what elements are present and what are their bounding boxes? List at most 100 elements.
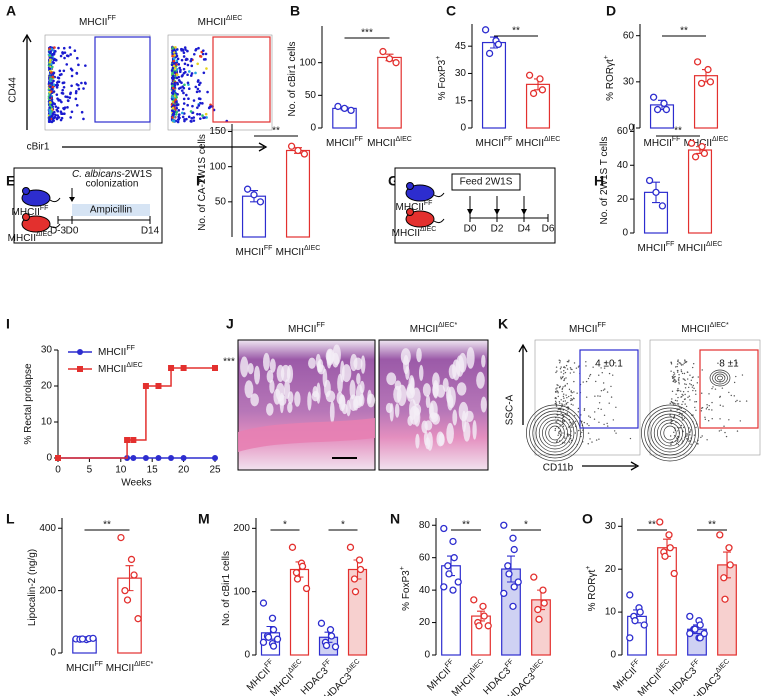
flow-event bbox=[674, 379, 676, 381]
x-tick-label-part: ΔIEC bbox=[287, 658, 304, 675]
flow-event bbox=[574, 432, 577, 434]
flow-event bbox=[84, 64, 87, 67]
plot-title: MHCIIFF bbox=[79, 15, 116, 27]
flow-event bbox=[572, 404, 574, 406]
flow-event bbox=[677, 369, 679, 372]
flow-event bbox=[693, 434, 696, 436]
data-point bbox=[696, 634, 704, 642]
mouse-body bbox=[405, 184, 435, 202]
data-point bbox=[538, 86, 547, 94]
crypt bbox=[331, 352, 340, 368]
data-point bbox=[721, 595, 729, 603]
flow-event bbox=[684, 379, 686, 382]
flow-event bbox=[676, 403, 679, 405]
data-point bbox=[302, 584, 311, 593]
flow-event bbox=[555, 405, 558, 407]
crypt bbox=[452, 409, 458, 426]
flow-event bbox=[562, 373, 565, 375]
panel-letter: N bbox=[390, 511, 400, 527]
flow-event bbox=[554, 390, 557, 393]
error-bar bbox=[507, 555, 515, 583]
flow-event bbox=[48, 47, 51, 51]
x-tick-label: MHCIIΔIEC bbox=[367, 136, 412, 148]
y-tick-label: 80 bbox=[419, 520, 431, 531]
flow-event bbox=[598, 438, 600, 440]
flow-event bbox=[700, 410, 703, 412]
flow-event bbox=[68, 96, 72, 99]
step-line bbox=[133, 386, 147, 441]
x-tick-label-part: ΔIEC* bbox=[134, 661, 153, 668]
y-axis-label: CD44 bbox=[8, 77, 19, 103]
flow-event bbox=[554, 400, 557, 403]
flow-event bbox=[676, 400, 678, 402]
data-point bbox=[652, 188, 660, 197]
y-tick-label: 20 bbox=[605, 564, 617, 575]
data-point bbox=[726, 561, 734, 569]
flow-event bbox=[688, 386, 690, 389]
flow-event bbox=[685, 383, 687, 386]
flow-event bbox=[205, 67, 208, 70]
data-point bbox=[300, 150, 309, 158]
plot-title-part: FF bbox=[597, 322, 606, 329]
data-point bbox=[535, 615, 543, 623]
flow-event bbox=[181, 111, 184, 115]
flow-event bbox=[695, 426, 697, 429]
flow-event bbox=[180, 58, 184, 62]
x-tick-label: MHCIIΔIEC bbox=[678, 241, 723, 253]
flow-event bbox=[62, 81, 66, 84]
flow-event bbox=[677, 378, 680, 380]
flow-event bbox=[556, 370, 558, 372]
flow-event bbox=[55, 108, 59, 112]
flow-event bbox=[597, 395, 599, 397]
flow-event bbox=[48, 60, 52, 64]
data-point bbox=[658, 202, 667, 210]
flow-event bbox=[77, 63, 80, 67]
x-axis-label: CD11b bbox=[543, 463, 574, 474]
crypt bbox=[386, 372, 397, 386]
flow-event bbox=[60, 112, 63, 116]
data-point bbox=[269, 642, 278, 650]
flow-event bbox=[578, 429, 580, 432]
mouse-tail bbox=[49, 223, 61, 229]
data-point bbox=[509, 602, 517, 610]
data-point bbox=[691, 625, 699, 633]
gate-label: 8 ±1 bbox=[719, 359, 739, 370]
flow-event bbox=[182, 71, 186, 75]
x-tick-label-part: FF bbox=[94, 661, 103, 668]
flow-event bbox=[684, 403, 686, 405]
flow-event bbox=[700, 436, 702, 439]
crypt bbox=[349, 379, 356, 400]
gate-label: 4 ±0.1 bbox=[595, 359, 623, 370]
flow-event bbox=[682, 401, 684, 403]
flow-event bbox=[568, 434, 571, 436]
data-point bbox=[687, 139, 696, 147]
muscle-layer bbox=[238, 418, 375, 452]
contour bbox=[647, 410, 693, 456]
flow-event bbox=[594, 395, 596, 397]
flow-event bbox=[692, 384, 694, 387]
flow-event bbox=[580, 435, 582, 438]
flow-event bbox=[57, 80, 61, 84]
crypt bbox=[421, 420, 428, 434]
flow-event bbox=[700, 407, 703, 409]
flow-event bbox=[684, 359, 686, 361]
crypt bbox=[458, 352, 467, 373]
flow-event bbox=[57, 76, 61, 80]
flow-event bbox=[588, 415, 590, 417]
crypt bbox=[422, 383, 431, 397]
flow-event bbox=[51, 53, 54, 57]
flow-event bbox=[177, 115, 180, 119]
data-point bbox=[340, 104, 349, 113]
contour bbox=[641, 404, 699, 462]
flow-event bbox=[589, 416, 591, 418]
flow-event bbox=[48, 118, 51, 121]
y-tick-label: 100 bbox=[209, 161, 226, 172]
flow-event bbox=[682, 378, 684, 380]
flow-event bbox=[670, 361, 672, 363]
data-point bbox=[640, 621, 648, 629]
y-axis-label: SSC-A bbox=[505, 394, 516, 425]
marker bbox=[168, 365, 175, 371]
x-tick-label: MHCIIFF bbox=[476, 136, 513, 148]
flow-event bbox=[62, 107, 66, 111]
x-tick-label-part: ΔIEC bbox=[345, 658, 362, 675]
